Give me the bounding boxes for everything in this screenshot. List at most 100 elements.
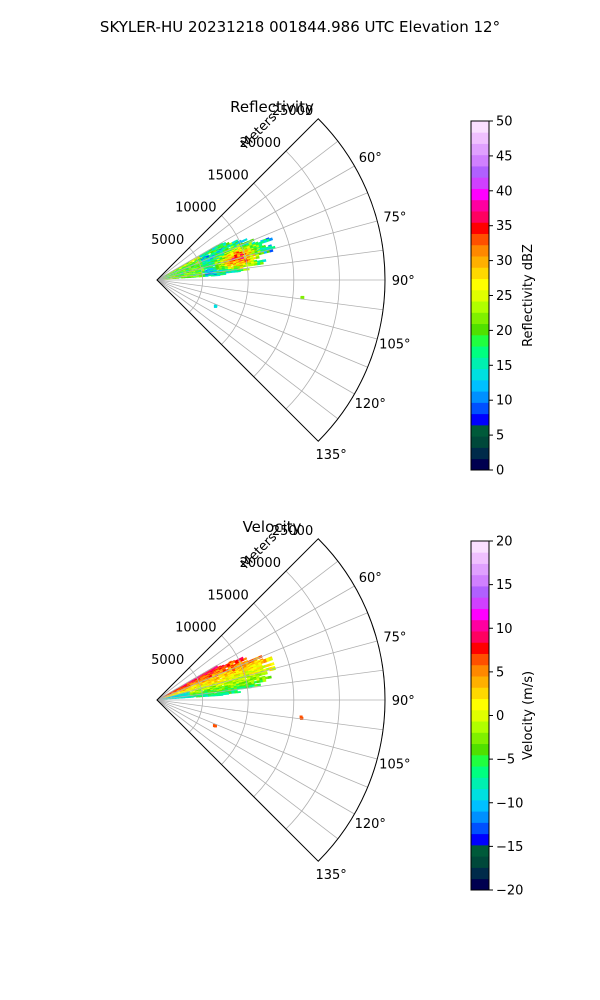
echo-gate [169, 698, 173, 699]
echo-gate [166, 695, 170, 698]
echo-gate [213, 274, 218, 277]
colorbar-tick-label: −10 [496, 796, 523, 811]
echo-gate [192, 270, 196, 273]
echo-gate [204, 695, 209, 697]
echo-gate [225, 256, 230, 260]
azimuth-tick-label: 105° [379, 758, 410, 773]
echo-gate [243, 657, 248, 661]
azimuth-tick-label: 135° [315, 448, 346, 463]
colorbar-segment [471, 642, 489, 654]
colorbar-segment [471, 709, 489, 722]
echo-stray-gate [213, 304, 217, 308]
echo-gate [250, 679, 255, 683]
azimuth-gridline [156, 279, 378, 340]
azimuth-tick-label: 90° [392, 274, 415, 289]
echo-gate [186, 271, 191, 274]
echo-gate [220, 683, 225, 686]
echo-gate [242, 263, 246, 266]
echo-gate [193, 264, 198, 267]
echo-gate [195, 695, 200, 697]
echo-gate [254, 683, 259, 687]
echo-gate [192, 690, 196, 693]
echo-gate [166, 278, 171, 280]
echo-gate [169, 696, 173, 698]
colorbar-segment [471, 811, 489, 823]
echo-gate [207, 251, 212, 255]
echo-gate [168, 273, 172, 275]
echo-gate [217, 251, 222, 255]
colorbar-segment [471, 878, 489, 891]
echo-gate [230, 254, 235, 257]
echo-gate [185, 681, 190, 685]
echo-gate [264, 676, 269, 680]
echo-gate [177, 694, 182, 696]
echo-gate [253, 677, 258, 681]
colorbar-segment [471, 334, 489, 347]
echo-gate [199, 276, 203, 278]
echo-gate [210, 275, 215, 277]
echo-gate [207, 274, 212, 277]
echo-gate [270, 662, 275, 666]
range-tick-label: 25000 [272, 524, 313, 539]
colorbar-segment [471, 357, 489, 370]
echo-gate [237, 270, 241, 273]
echo-gate [241, 681, 246, 684]
echo-gate [199, 696, 203, 698]
echo-gate [178, 686, 182, 690]
echo-gate [204, 253, 209, 257]
colorbar-tick-label: 45 [496, 149, 513, 164]
echo-gate [188, 680, 193, 684]
azimuth-gridline [156, 612, 368, 701]
echo-gate [257, 262, 261, 266]
echo-gate [183, 692, 188, 694]
azimuth-tick-label: 120° [355, 397, 386, 412]
colorbar-segment [471, 586, 489, 598]
echo-gate [192, 273, 197, 275]
sector-frame [156, 538, 386, 862]
echo-gate [225, 693, 230, 695]
colorbar-segment [471, 391, 489, 403]
echo-gate [189, 693, 194, 695]
echo-gate [170, 271, 175, 274]
colorbar-tick-label: −5 [496, 753, 515, 768]
azimuth-gridline [156, 220, 378, 281]
echo-gate [169, 277, 173, 279]
echo-gate [194, 259, 199, 263]
echo-gate [213, 257, 217, 260]
sector-frame [156, 118, 386, 442]
colorbar-tick-label: 25 [496, 289, 513, 304]
azimuth-tick-label: 120° [355, 817, 386, 832]
echo-gate [201, 261, 206, 264]
azimuth-tick-label: 60° [359, 151, 382, 166]
echo-gate [215, 684, 219, 688]
colorbar-tick-label: 40 [496, 184, 513, 199]
echo-gate [248, 263, 253, 267]
echo-gate [193, 696, 197, 698]
echo-gate [199, 255, 203, 258]
echo-gate [185, 269, 190, 272]
echo-gate [218, 667, 223, 671]
echo-gate [189, 271, 193, 273]
echo-gate [239, 268, 244, 272]
echo-gate [178, 697, 182, 699]
colorbar-segment [471, 597, 489, 609]
echo-gate [169, 698, 174, 700]
echo-gate [176, 688, 180, 691]
echo-gate [242, 268, 247, 271]
echo-gate [216, 258, 221, 261]
azimuth-gridline [156, 279, 384, 311]
echo-gate [204, 275, 209, 277]
echo-gate [216, 669, 220, 673]
echo-gate [197, 268, 202, 271]
azimuth-gridline [156, 699, 384, 731]
echo-gate [203, 268, 208, 271]
panel-title: Reflectivity [230, 98, 314, 116]
colorbar-segment [471, 856, 489, 868]
azimuth-tick-label: 60° [359, 571, 382, 586]
echo-gate [228, 271, 232, 274]
colorbar-tick-label: −20 [496, 884, 523, 899]
echo-gate [247, 679, 252, 682]
colorbar-segment [471, 267, 489, 280]
echo-gate [200, 259, 205, 262]
colorbar-segment [471, 346, 489, 358]
